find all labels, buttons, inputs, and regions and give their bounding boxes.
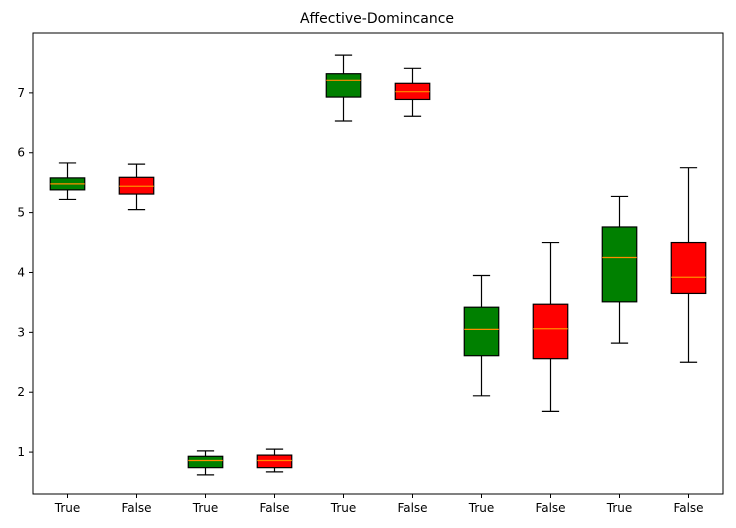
x-tick-label: False (259, 501, 289, 515)
x-tick-label: True (54, 501, 81, 515)
box-group (601, 195, 638, 344)
y-tick-label: 1 (17, 445, 25, 459)
y-tick-label: 3 (17, 325, 25, 339)
box-iqr (670, 241, 707, 295)
y-tick-label: 5 (17, 206, 25, 220)
x-tick-label: False (121, 501, 151, 515)
box-iqr (256, 454, 293, 469)
x-tick-label: True (606, 501, 633, 515)
box-iqr (463, 306, 500, 357)
box-group (394, 67, 431, 117)
y-tick-label: 4 (17, 265, 25, 279)
x-tick-label: False (673, 501, 703, 515)
x-tick-label: True (192, 501, 219, 515)
box-group (532, 241, 569, 412)
box-iqr (187, 455, 224, 469)
box-iqr (601, 226, 638, 303)
x-tick-label: True (468, 501, 495, 515)
axes-frame (32, 32, 724, 495)
x-tick-label: False (535, 501, 565, 515)
x-tick-label: True (330, 501, 357, 515)
x-axis: True False True False True False True False True… (54, 494, 704, 515)
box-group (256, 448, 293, 473)
box-group (118, 163, 155, 211)
y-axis: 1 2 3 4 5 6 7 (17, 86, 33, 459)
x-tick-label: False (397, 501, 427, 515)
y-tick-label: 2 (17, 385, 25, 399)
box-iqr (325, 73, 362, 98)
box-group (49, 162, 86, 201)
box-group (187, 450, 224, 476)
chart-title: Affective-Domincance (300, 11, 454, 27)
y-tick-label: 6 (17, 146, 25, 160)
box-group (463, 274, 500, 397)
box-iqr (532, 303, 569, 360)
y-tick-label: 7 (17, 86, 25, 100)
box-group (670, 167, 707, 363)
plot-area (49, 54, 707, 476)
box-group (325, 54, 362, 122)
